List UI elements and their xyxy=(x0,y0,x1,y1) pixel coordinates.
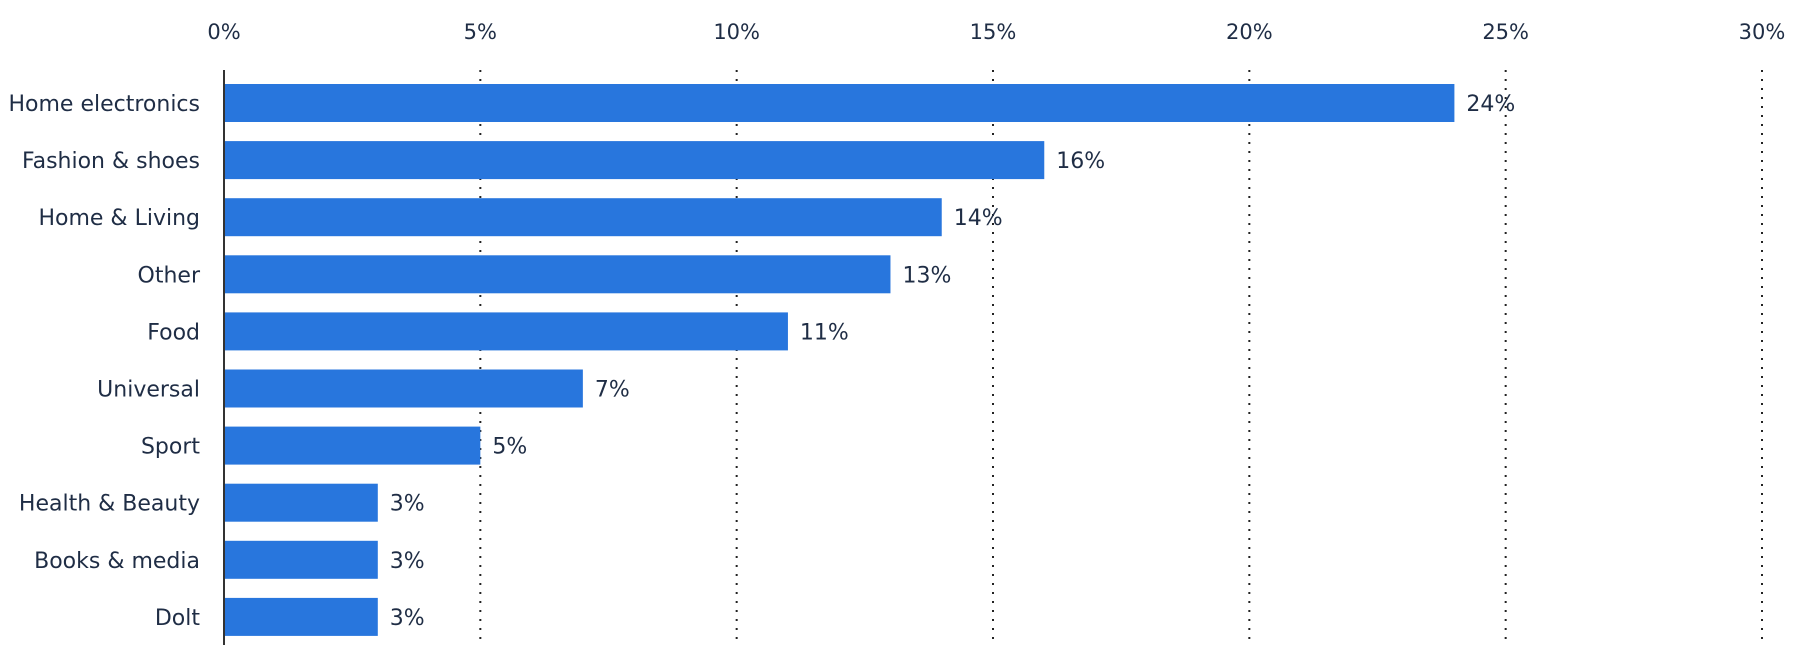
bar xyxy=(225,255,891,294)
x-tick-label: 25% xyxy=(1482,20,1529,44)
bar xyxy=(225,540,378,579)
data-label: 11% xyxy=(800,320,849,345)
category-label: Books & media xyxy=(34,549,200,574)
bar xyxy=(225,84,1455,122)
data-label: 14% xyxy=(954,206,1003,231)
bars: Home electronics 24% Fashion & shoes 16% Hom… xyxy=(8,84,1515,636)
x-tick-label: 20% xyxy=(1226,20,1273,44)
category-label: Food xyxy=(147,320,200,345)
data-label: 16% xyxy=(1056,149,1105,174)
data-label: 3% xyxy=(390,492,425,517)
category-label: Home electronics xyxy=(8,92,200,117)
x-tick-label: 5% xyxy=(464,20,497,44)
category-label: Other xyxy=(138,263,201,288)
category-label: Universal xyxy=(97,378,200,403)
data-label: 7% xyxy=(595,378,630,403)
x-tick-label: 0% xyxy=(207,20,240,44)
data-label: 3% xyxy=(390,549,425,574)
category-label: Home & Living xyxy=(38,206,200,231)
data-label: 5% xyxy=(492,435,527,460)
category-label: Sport xyxy=(141,435,200,460)
bar xyxy=(225,369,583,408)
x-tick-label: 10% xyxy=(713,20,760,44)
x-axis-tick-labels: 0% 5% 10% 15% 20% 25% 30% xyxy=(207,20,1785,44)
x-tick-label: 30% xyxy=(1739,20,1786,44)
data-label: 3% xyxy=(390,606,425,631)
bar xyxy=(225,483,378,522)
bar xyxy=(225,198,942,237)
category-label: Fashion & shoes xyxy=(22,149,200,174)
bar xyxy=(225,426,481,465)
data-label: 24% xyxy=(1466,92,1515,117)
bar xyxy=(225,312,788,351)
category-label: Health & Beauty xyxy=(19,492,200,517)
bar xyxy=(225,141,1045,180)
category-label: Dolt xyxy=(155,606,201,631)
bar xyxy=(225,597,378,636)
x-tick-label: 15% xyxy=(970,20,1017,44)
data-label: 13% xyxy=(902,263,951,288)
